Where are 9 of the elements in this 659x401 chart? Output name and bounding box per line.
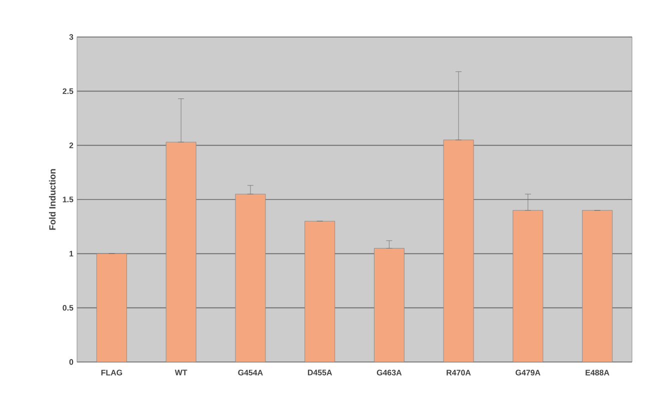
bar (96, 253, 127, 362)
bar (512, 210, 544, 362)
bar (166, 142, 196, 362)
bar (582, 210, 613, 362)
bar (304, 220, 336, 362)
bar (374, 248, 404, 362)
bar (443, 140, 474, 362)
y-axis-title: Fold Induction (48, 169, 56, 230)
bar (235, 194, 266, 362)
